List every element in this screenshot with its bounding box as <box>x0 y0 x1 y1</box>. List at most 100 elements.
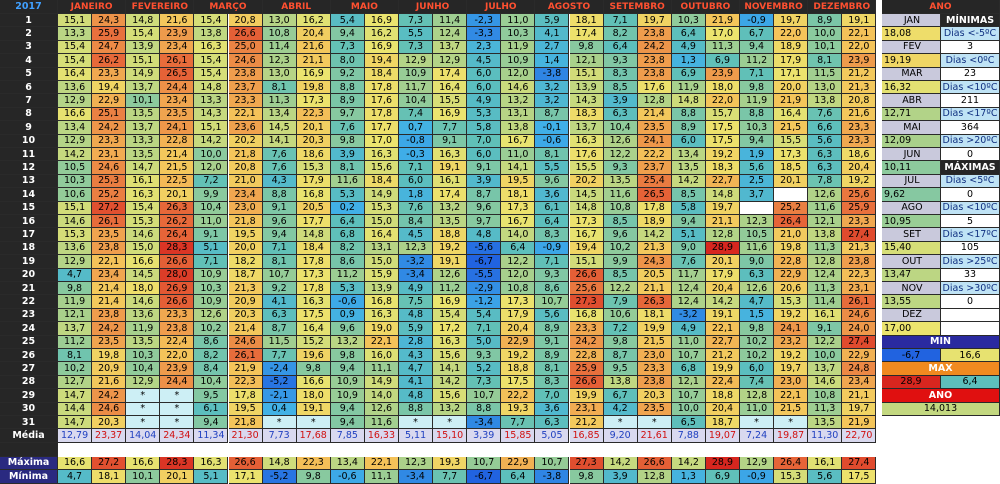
temperature-cell: 13,2 <box>433 402 468 416</box>
summary-cell: 17,5 <box>842 470 877 484</box>
temperature-cell: 13,5 <box>433 215 468 229</box>
day-label: 17 <box>0 228 58 242</box>
temperature-cell: 10,3 <box>740 121 775 135</box>
temperature-cell: 24,2 <box>92 121 127 135</box>
temperature-cell: 19,3 <box>501 402 536 416</box>
min-value: -6,7 <box>882 349 941 363</box>
summary-cell: 11,34 <box>194 429 229 443</box>
temperature-cell: 18,3 <box>569 107 604 122</box>
temperature-cell: 19,7 <box>774 362 809 376</box>
summary-cell: 16,6 <box>58 456 93 471</box>
temperature-cell: 17,6 <box>364 94 399 108</box>
temperature-cell: 23,3 <box>842 121 877 135</box>
temperature-cell: 16,8 <box>296 188 331 202</box>
temperature-cell: 20,9 <box>228 295 263 309</box>
temperature-cell: 14,8 <box>296 228 331 242</box>
temperature-cell: 8,3 <box>603 67 638 81</box>
temperature-cell: * <box>126 402 161 416</box>
temperature-cell: 12,0 <box>501 268 536 282</box>
day-label: 8 <box>0 107 58 122</box>
day-label: 18 <box>0 241 58 256</box>
temperature-cell: 9,0 <box>740 255 775 269</box>
temperature-cell: 5,4 <box>467 308 502 323</box>
statistic: Dias <10ºC <box>941 201 1000 215</box>
min-header: MIN <box>882 335 1000 349</box>
temperature-cell: 14,9 <box>364 188 399 202</box>
temperature-cell: 14,6 <box>501 81 536 95</box>
temperature-cell: 23,4 <box>160 94 195 108</box>
temperature-cell: 13,4 <box>671 148 706 162</box>
temperature-cell: 11,2 <box>433 282 468 296</box>
temperature-cell: 20,6 <box>774 282 809 296</box>
temperature-cell: 13,8 <box>808 94 843 108</box>
summary-cell: 4,7 <box>58 470 93 484</box>
day-label: 23 <box>0 308 58 323</box>
temperature-cell: 23,6 <box>228 121 263 135</box>
temperature-cell: 9,5 <box>194 389 229 403</box>
temperature-cell: 15,4 <box>194 14 229 28</box>
temperature-cell: 21,3 <box>228 282 263 296</box>
temperature-cell: 1,5 <box>740 308 775 323</box>
day-label: 25 <box>0 335 58 349</box>
temperature-cell: 28,0 <box>160 268 195 282</box>
temperature-cell: 3,9 <box>330 148 365 162</box>
temperature-cell: 11,3 <box>705 40 740 55</box>
temperature-cell: 23,3 <box>842 134 877 148</box>
summary-cell: 27,2 <box>92 456 127 471</box>
temperature-cell: 20,1 <box>296 121 331 135</box>
temperature-cell: 17,9 <box>774 54 809 68</box>
temperature-cell: 5,3 <box>330 282 365 296</box>
statistic: 33 <box>941 268 1000 282</box>
temperature-cell: 10,3 <box>126 349 161 363</box>
temperature-cell: 13,5 <box>126 335 161 349</box>
temperature-cell: 10,4 <box>603 121 638 135</box>
temperature-cell: 13,0 <box>808 81 843 95</box>
temperature-cell: 2,7 <box>535 40 570 55</box>
temperature-cell: 11,7 <box>671 268 706 282</box>
temperature-cell: 12,9 <box>58 134 93 148</box>
temperature-cell: 18,9 <box>637 215 672 229</box>
temperature-cell: 7,1 <box>535 255 570 269</box>
temperature-cell: -0,3 <box>399 148 434 162</box>
summary-cell: 10,7 <box>467 456 502 471</box>
temperature-cell: -3,4 <box>467 416 502 430</box>
temperature-cell: 24,6 <box>228 335 263 349</box>
temperature-cell: 15,1 <box>58 14 93 28</box>
temperature-cell: 21,1 <box>637 282 672 296</box>
temperature-cell: 24,1 <box>774 322 809 336</box>
summary-cell: 12,79 <box>58 429 93 443</box>
month-average: 10,95 <box>882 215 941 229</box>
temperature-cell: -3,2 <box>671 308 706 323</box>
summary-cell: 21,30 <box>228 429 263 443</box>
temperature-cell: 13,7 <box>58 322 93 336</box>
temperature-cell: * <box>637 416 672 430</box>
temperature-cell: 10,8 <box>808 389 843 403</box>
month-average: 18,08 <box>882 27 941 41</box>
temperature-cell: 23,7 <box>637 161 672 175</box>
temperature-cell: 14,2 <box>705 295 740 309</box>
temperature-cell: 16,3 <box>296 295 331 309</box>
temperature-cell: 8,9 <box>671 121 706 135</box>
temperature-cell: 12,3 <box>262 54 297 68</box>
temperature-cell: 15,6 <box>364 161 399 175</box>
temperature-cell: 23,5 <box>637 121 672 135</box>
summary-cell: 27,4 <box>842 456 877 471</box>
temperature-cell: 7,7 <box>262 349 297 363</box>
temperature-cell: 16,4 <box>433 81 468 95</box>
temperature-cell: 12,4 <box>433 27 468 41</box>
temperature-cell: 4,1 <box>535 27 570 41</box>
min-value: 16,6 <box>941 349 1000 363</box>
temperature-cell: 17,6 <box>569 148 604 162</box>
summary-cell: 7,85 <box>330 429 365 443</box>
temperature-cell: 13,5 <box>126 148 161 162</box>
statistic <box>941 322 1000 336</box>
temperature-cell: 6,4 <box>501 241 536 256</box>
temperature-cell: 6,3 <box>808 161 843 175</box>
month-average: 10,11 <box>882 161 941 175</box>
summary-cell: 14,04 <box>126 429 161 443</box>
statistic: Dias <5ºC <box>941 174 1000 189</box>
temperature-cell: 19,9 <box>569 389 604 403</box>
temperature-cell: 19,9 <box>637 322 672 336</box>
month-name: JAN <box>882 14 941 28</box>
temperature-cell: 9,8 <box>603 335 638 349</box>
